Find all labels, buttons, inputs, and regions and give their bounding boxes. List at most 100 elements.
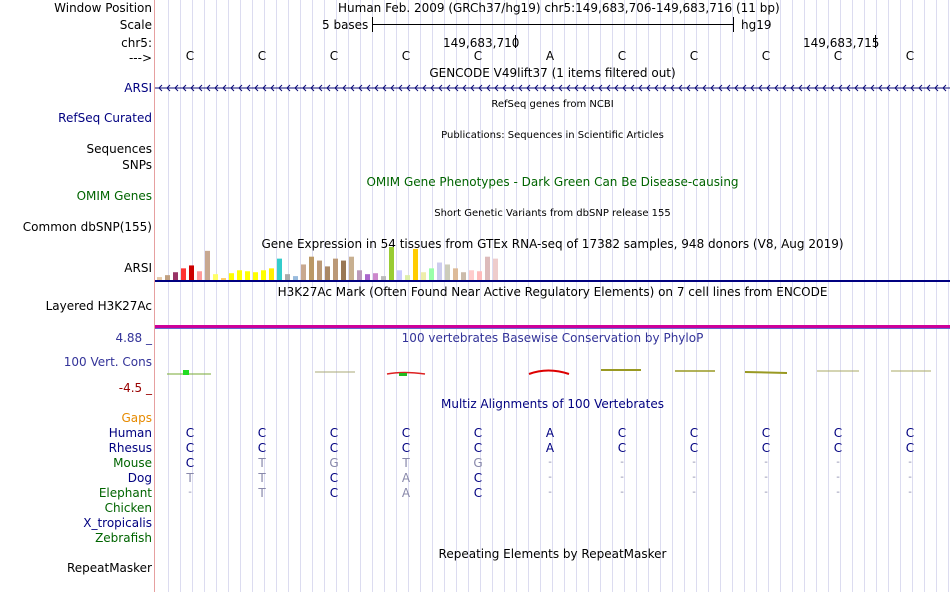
gtex-tissue-bar[interactable] bbox=[261, 270, 266, 280]
repeatmasker-track-title[interactable]: Repeating Elements by RepeatMasker bbox=[438, 547, 667, 561]
strand-chevron bbox=[542, 84, 547, 92]
dbsnp-track-title[interactable]: Short Genetic Variants from dbSNP releas… bbox=[434, 208, 671, 219]
phylop-track-title[interactable]: 100 vertebrates Basewise Conservation by… bbox=[401, 331, 704, 345]
gtex-tissue-bar[interactable] bbox=[381, 276, 386, 280]
species-label-mouse[interactable]: Mouse bbox=[113, 456, 152, 470]
layered-h3k27ac-label[interactable]: Layered H3K27Ac bbox=[45, 299, 152, 313]
h3k27ac-signal-line bbox=[155, 325, 950, 329]
grid-line bbox=[756, 0, 757, 592]
gtex-tissue-bar[interactable] bbox=[413, 248, 418, 280]
gtex-tissue-bar[interactable] bbox=[485, 256, 490, 280]
gtex-tissue-bar[interactable] bbox=[453, 268, 458, 280]
phylop-label[interactable]: 100 Vert. Cons bbox=[63, 355, 152, 369]
coordinate-label-2: 149,683,715 bbox=[803, 36, 880, 50]
gtex-tissue-bar[interactable] bbox=[157, 277, 162, 280]
multiz-track-title[interactable]: Multiz Alignments of 100 Vertebrates bbox=[440, 397, 665, 411]
gtex-tissue-bar[interactable] bbox=[205, 250, 210, 280]
arsi-gene-label[interactable]: ARSI bbox=[124, 81, 152, 95]
alignment-base: C bbox=[401, 441, 411, 455]
gtex-tissue-bar[interactable] bbox=[493, 258, 498, 280]
strand-chevron bbox=[614, 84, 619, 92]
snps-label[interactable]: SNPs bbox=[122, 158, 152, 172]
refseq-track-title[interactable]: RefSeq genes from NCBI bbox=[491, 99, 614, 110]
gtex-tissue-bar[interactable] bbox=[173, 272, 178, 280]
gtex-tissue-bar[interactable] bbox=[445, 264, 450, 280]
gtex-track-title[interactable]: Gene Expression in 54 tissues from GTEx … bbox=[261, 237, 844, 251]
gtex-tissue-bar[interactable] bbox=[245, 271, 250, 280]
strand-chevron bbox=[398, 84, 403, 92]
grid-line bbox=[792, 0, 793, 592]
omim-genes-label[interactable]: OMIM Genes bbox=[76, 189, 152, 203]
species-label-chicken[interactable]: Chicken bbox=[104, 501, 152, 515]
gtex-tissue-bar[interactable] bbox=[437, 262, 442, 280]
species-label-zebrafish[interactable]: Zebrafish bbox=[95, 531, 152, 545]
alignment-base: C bbox=[617, 426, 627, 440]
gtex-tissue-bar[interactable] bbox=[341, 260, 346, 280]
alignment-base: C bbox=[617, 441, 627, 455]
strand-chevron bbox=[622, 84, 627, 92]
gtex-tissue-bar[interactable] bbox=[469, 270, 474, 280]
gtex-tissue-bar[interactable] bbox=[461, 272, 466, 280]
grid-line bbox=[360, 0, 361, 592]
gtex-tissue-bar[interactable] bbox=[389, 246, 394, 280]
strand-chevron bbox=[334, 84, 339, 92]
omim-track-title[interactable]: OMIM Gene Phenotypes - Dark Green Can Be… bbox=[366, 175, 739, 189]
repeatmasker-label[interactable]: RepeatMasker bbox=[66, 561, 152, 575]
strand-chevron bbox=[366, 84, 371, 92]
gtex-tissue-bar[interactable] bbox=[357, 270, 362, 280]
alignment-base: C bbox=[257, 426, 267, 440]
gtex-expression-chart[interactable] bbox=[155, 246, 535, 281]
gtex-tissue-bar[interactable] bbox=[373, 273, 378, 280]
sequences-label[interactable]: Sequences bbox=[86, 142, 152, 156]
reference-base: C bbox=[905, 49, 915, 63]
gtex-tissue-bar[interactable] bbox=[317, 260, 322, 280]
gaps-label[interactable]: Gaps bbox=[121, 411, 152, 425]
label-divider bbox=[154, 0, 155, 592]
gtex-tissue-bar[interactable] bbox=[405, 275, 410, 280]
gtex-tissue-bar[interactable] bbox=[253, 272, 258, 280]
species-label-elephant[interactable]: Elephant bbox=[98, 486, 152, 500]
gtex-tissue-bar[interactable] bbox=[301, 264, 306, 280]
gtex-tissue-bar[interactable] bbox=[197, 271, 202, 280]
gtex-tissue-bar[interactable] bbox=[213, 274, 218, 280]
gtex-tissue-bar[interactable] bbox=[237, 270, 242, 280]
phylop-conservation-plot[interactable] bbox=[155, 362, 950, 382]
grid-line bbox=[516, 0, 517, 592]
species-label-x_tropicalis[interactable]: X_tropicalis bbox=[83, 516, 152, 530]
gtex-tissue-bar[interactable] bbox=[477, 271, 482, 280]
gtex-tissue-bar[interactable] bbox=[189, 265, 194, 280]
gtex-tissue-bar[interactable] bbox=[397, 270, 402, 280]
strand-chevron bbox=[838, 84, 843, 92]
refseq-curated-label[interactable]: RefSeq Curated bbox=[58, 111, 152, 125]
alignment-base: C bbox=[473, 486, 483, 500]
species-label-rhesus[interactable]: Rhesus bbox=[108, 441, 152, 455]
gencode-track-title[interactable]: GENCODE V49lift37 (1 items filtered out) bbox=[429, 66, 676, 80]
gtex-gene-label[interactable]: ARSI bbox=[124, 261, 152, 275]
common-dbsnp-label[interactable]: Common dbSNP(155) bbox=[22, 220, 152, 234]
publications-track-title[interactable]: Publications: Sequences in Scientific Ar… bbox=[441, 130, 664, 141]
gtex-tissue-bar[interactable] bbox=[293, 276, 298, 280]
strand-chevron bbox=[534, 84, 539, 92]
species-label-human[interactable]: Human bbox=[108, 426, 152, 440]
strand-chevron bbox=[558, 84, 563, 92]
gtex-tissue-bar[interactable] bbox=[309, 256, 314, 280]
gtex-tissue-bar[interactable] bbox=[349, 256, 354, 280]
gtex-tissue-bar[interactable] bbox=[285, 274, 290, 280]
phylop-max-value: 4.88 _ bbox=[115, 331, 152, 345]
arsi-gene-model[interactable] bbox=[155, 82, 950, 94]
gtex-tissue-bar[interactable] bbox=[421, 272, 426, 280]
gtex-tissue-bar[interactable] bbox=[269, 268, 274, 280]
gtex-tissue-bar[interactable] bbox=[365, 274, 370, 280]
gtex-tissue-bar[interactable] bbox=[221, 278, 226, 280]
gtex-tissue-bar[interactable] bbox=[165, 275, 170, 280]
species-label-dog[interactable]: Dog bbox=[127, 471, 152, 485]
gtex-tissue-bar[interactable] bbox=[333, 258, 338, 280]
h3k27ac-track-title[interactable]: H3K27Ac Mark (Often Found Near Active Re… bbox=[277, 285, 828, 299]
gtex-tissue-bar[interactable] bbox=[181, 268, 186, 280]
gtex-tissue-bar[interactable] bbox=[429, 268, 434, 280]
gtex-tissue-bar[interactable] bbox=[229, 273, 234, 280]
gtex-tissue-bar[interactable] bbox=[325, 266, 330, 280]
grid-line bbox=[768, 0, 769, 592]
gtex-tissue-bar[interactable] bbox=[277, 258, 282, 280]
phylop-peak-1 bbox=[183, 370, 189, 375]
